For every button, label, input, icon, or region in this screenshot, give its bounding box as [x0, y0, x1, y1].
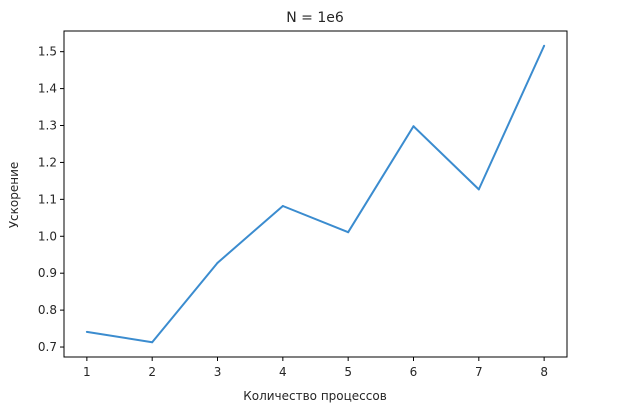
x-axis-label: Количество процессов [243, 389, 387, 403]
data-point [412, 125, 415, 128]
y-tick-label: 1.3 [38, 119, 57, 133]
data-point [85, 330, 88, 333]
data-point [543, 44, 546, 47]
y-tick-label: 1.5 [38, 45, 57, 59]
chart-title: N = 1e6 [286, 10, 344, 26]
y-tick-label: 0.9 [38, 266, 57, 280]
y-tick-label: 1.0 [38, 229, 57, 243]
data-point [281, 204, 284, 207]
x-tick-label: 1 [83, 365, 91, 379]
x-tick-label: 3 [214, 365, 222, 379]
x-tick-label: 5 [344, 365, 352, 379]
y-tick-label: 1.2 [38, 155, 57, 169]
plot-area-frame [63, 30, 568, 358]
y-tick-label: 1.1 [38, 192, 57, 206]
y-axis-label: Ускорение [7, 162, 21, 229]
x-tick-label: 4 [279, 365, 287, 379]
data-point [477, 188, 480, 191]
y-tick-label: 1.4 [38, 82, 57, 96]
x-axis: 1 2 3 4 5 6 7 8 [83, 357, 548, 379]
x-tick-label: 7 [475, 365, 483, 379]
series-layer [85, 44, 546, 344]
y-axis: 0.7 0.8 0.9 1.0 1.1 1.2 1.3 1.4 1.5 [38, 45, 64, 354]
series-line [86, 45, 546, 344]
x-tick-label: 6 [410, 365, 418, 379]
y-tick-label: 0.7 [38, 340, 57, 354]
data-point [151, 341, 154, 344]
y-tick-label: 0.8 [38, 303, 57, 317]
x-tick-label: 8 [540, 365, 548, 379]
data-point [216, 261, 219, 264]
data-point [347, 231, 350, 234]
x-tick-label: 2 [148, 365, 156, 379]
